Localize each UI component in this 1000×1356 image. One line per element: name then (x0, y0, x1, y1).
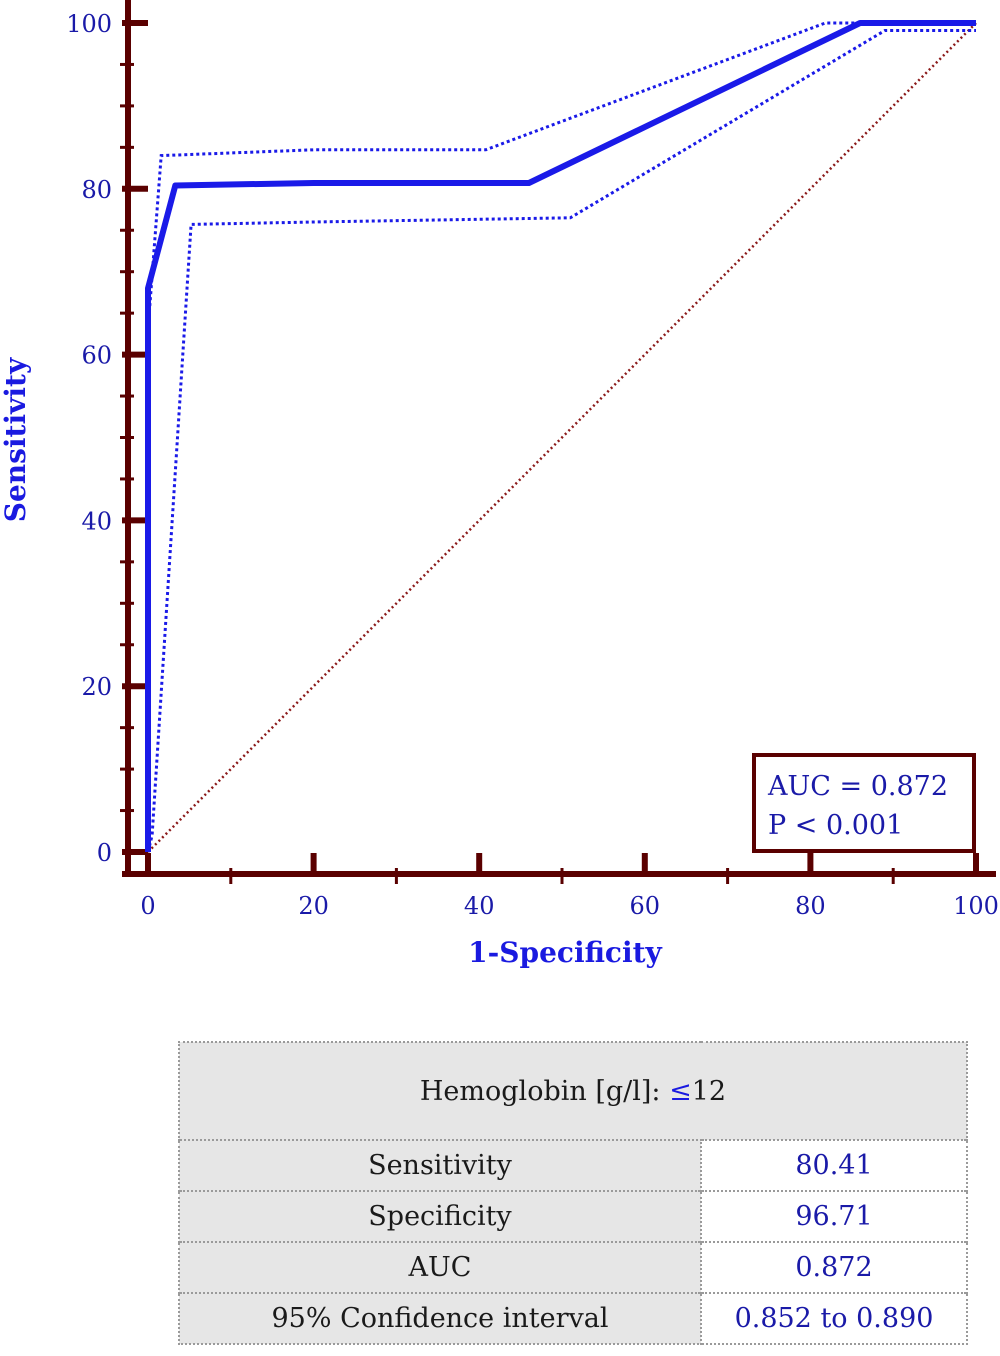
table-row: Specificity 96.71 (178, 1190, 968, 1242)
tick-label-layer: 0 20 40 60 80 100 0 20 40 60 80 100 (66, 10, 999, 920)
row-value-auc: 0.872 (700, 1241, 968, 1293)
roc-curve-line (145, 20, 976, 852)
row-label-auc: AUC (178, 1241, 702, 1293)
roc-chart: 0 20 40 60 80 100 0 20 40 60 80 100 1-Specificity S… (0, 0, 999, 969)
auc-annotation-auc: AUC = 0.872 (767, 771, 948, 802)
y-tick-label: 20 (81, 673, 112, 701)
row-value-specificity: 96.71 (700, 1190, 968, 1242)
y-tick-label: 100 (66, 10, 112, 38)
reference-diagonal-line (147, 22, 977, 853)
results-table: Hemoglobin [g/l]: ≤12 Sensitivity 80.41 … (178, 1041, 968, 1345)
hemoglobin-threshold: 12 (691, 1075, 727, 1107)
hemoglobin-label: Hemoglobin [g/l]: (419, 1075, 670, 1107)
x-axis-title: 1-Specificity (468, 936, 662, 969)
y-tick-label: 0 (97, 839, 112, 867)
x-tick-label: 40 (464, 892, 495, 920)
series-layer (145, 20, 977, 853)
table-row: Sensitivity 80.41 (178, 1139, 968, 1191)
table-row: 95% Confidence interval 0.852 to 0.890 (178, 1292, 968, 1345)
x-tick-label: 0 (140, 892, 155, 920)
y-tick-label: 80 (81, 176, 112, 204)
auc-annotation-box: AUC = 0.872 P < 0.001 (752, 753, 976, 853)
row-label-specificity: Specificity (178, 1190, 702, 1242)
y-tick-label: 40 (81, 507, 112, 535)
row-value-confidence-interval: 0.852 to 0.890 (700, 1292, 968, 1345)
row-label-confidence-interval: 95% Confidence interval (178, 1292, 702, 1345)
auc-annotation-frame (752, 753, 976, 853)
row-label-sensitivity: Sensitivity (178, 1139, 702, 1191)
x-tick-label: 20 (298, 892, 329, 920)
y-axis-title: Sensitivity (0, 357, 32, 522)
less-equal-symbol: ≤ (669, 1075, 692, 1107)
axes-layer (120, 0, 996, 884)
y-tick-label: 60 (81, 342, 112, 370)
table-header-cell: Hemoglobin [g/l]: ≤12 (178, 1041, 968, 1140)
x-tick-label: 100 (953, 892, 999, 920)
x-tick-label: 80 (795, 892, 826, 920)
ci-lower-line (146, 29, 976, 853)
row-value-sensitivity: 80.41 (700, 1139, 968, 1191)
x-tick-label: 60 (630, 892, 661, 920)
table-header-row: Hemoglobin [g/l]: ≤12 (178, 1041, 968, 1140)
table-row: AUC 0.872 (178, 1241, 968, 1293)
auc-annotation-p: P < 0.001 (768, 810, 903, 841)
